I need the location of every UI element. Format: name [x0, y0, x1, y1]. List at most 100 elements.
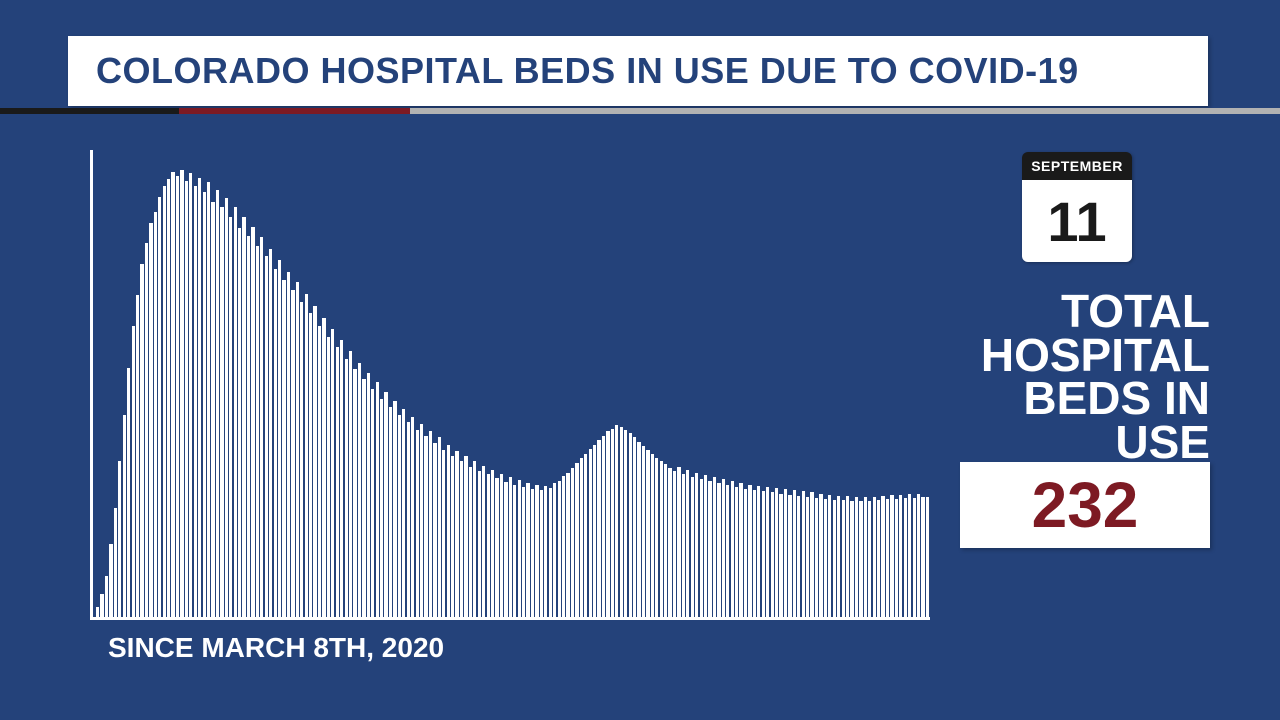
bar [664, 464, 667, 617]
bar [362, 379, 365, 617]
bar [358, 363, 361, 617]
bar [873, 497, 876, 617]
bar [602, 436, 605, 617]
bar [482, 466, 485, 618]
bar [96, 607, 99, 617]
bar [824, 499, 827, 617]
stat-label-line: HOSPITAL [920, 334, 1210, 378]
accent-segment [179, 108, 409, 114]
bar [739, 483, 742, 617]
bar [305, 294, 308, 617]
bar [633, 437, 636, 617]
accent-segment [0, 108, 179, 114]
bar [140, 264, 143, 617]
bar [757, 486, 760, 617]
bar [260, 237, 263, 617]
bar [487, 474, 490, 617]
bar [766, 487, 769, 617]
bar [207, 182, 210, 617]
bar [677, 467, 680, 617]
title-text: COLORADO HOSPITAL BEDS IN USE DUE TO COV… [96, 50, 1079, 92]
bar [234, 207, 237, 617]
graphic-frame: COLORADO HOSPITAL BEDS IN USE DUE TO COV… [0, 0, 1280, 720]
bar [154, 212, 157, 617]
bar [620, 427, 623, 617]
bar [194, 186, 197, 617]
bar [864, 497, 867, 617]
bar [402, 409, 405, 617]
bar [393, 401, 396, 617]
bar [700, 479, 703, 617]
bar [744, 489, 747, 617]
bar [917, 494, 920, 617]
bar [118, 461, 121, 617]
bar [722, 479, 725, 617]
bar [327, 337, 330, 617]
bar [819, 494, 822, 617]
bar [526, 483, 529, 617]
bar [549, 488, 552, 617]
bar [828, 495, 831, 617]
bar [660, 461, 663, 617]
bar [189, 173, 192, 617]
bar [748, 485, 751, 617]
bar [469, 467, 472, 617]
bar [810, 492, 813, 617]
bar [904, 498, 907, 617]
bar [566, 473, 569, 617]
bar [407, 422, 410, 617]
bar [322, 318, 325, 617]
bar [495, 478, 498, 617]
bar [376, 382, 379, 617]
bar [282, 280, 285, 617]
bar [256, 246, 259, 617]
bar [185, 181, 188, 617]
bar [797, 496, 800, 617]
bar [762, 491, 765, 617]
bar [340, 340, 343, 617]
bar [890, 495, 893, 617]
bar [211, 202, 214, 617]
bar [433, 443, 436, 617]
bar [513, 485, 516, 617]
bar [171, 172, 174, 617]
bar [859, 501, 862, 617]
stat-value: 232 [1032, 468, 1139, 542]
bar [753, 490, 756, 617]
bar [127, 368, 130, 617]
bar [580, 458, 583, 617]
bar [420, 424, 423, 617]
bar [318, 326, 321, 617]
bar [837, 496, 840, 617]
bar [584, 454, 587, 617]
bar [726, 485, 729, 617]
bar [846, 496, 849, 617]
bar [287, 272, 290, 617]
bar [109, 544, 112, 617]
bar [562, 476, 565, 617]
bar [673, 471, 676, 617]
bars-container [96, 150, 930, 617]
bar [784, 489, 787, 617]
bar [509, 477, 512, 617]
bar [451, 456, 454, 617]
bar [242, 217, 245, 617]
bar [624, 430, 627, 617]
bar [309, 313, 312, 617]
calendar-badge: SEPTEMBER 11 [1022, 152, 1132, 262]
bar [163, 186, 166, 617]
bar [691, 477, 694, 617]
bar [149, 223, 152, 617]
bar [642, 446, 645, 617]
bar [597, 440, 600, 617]
bar [695, 473, 698, 617]
bar [850, 501, 853, 617]
bar [429, 431, 432, 617]
bar [167, 179, 170, 617]
bar [775, 488, 778, 617]
bar [353, 369, 356, 617]
bar [637, 442, 640, 617]
bar [105, 576, 108, 618]
bar [145, 243, 148, 617]
bar [114, 508, 117, 617]
